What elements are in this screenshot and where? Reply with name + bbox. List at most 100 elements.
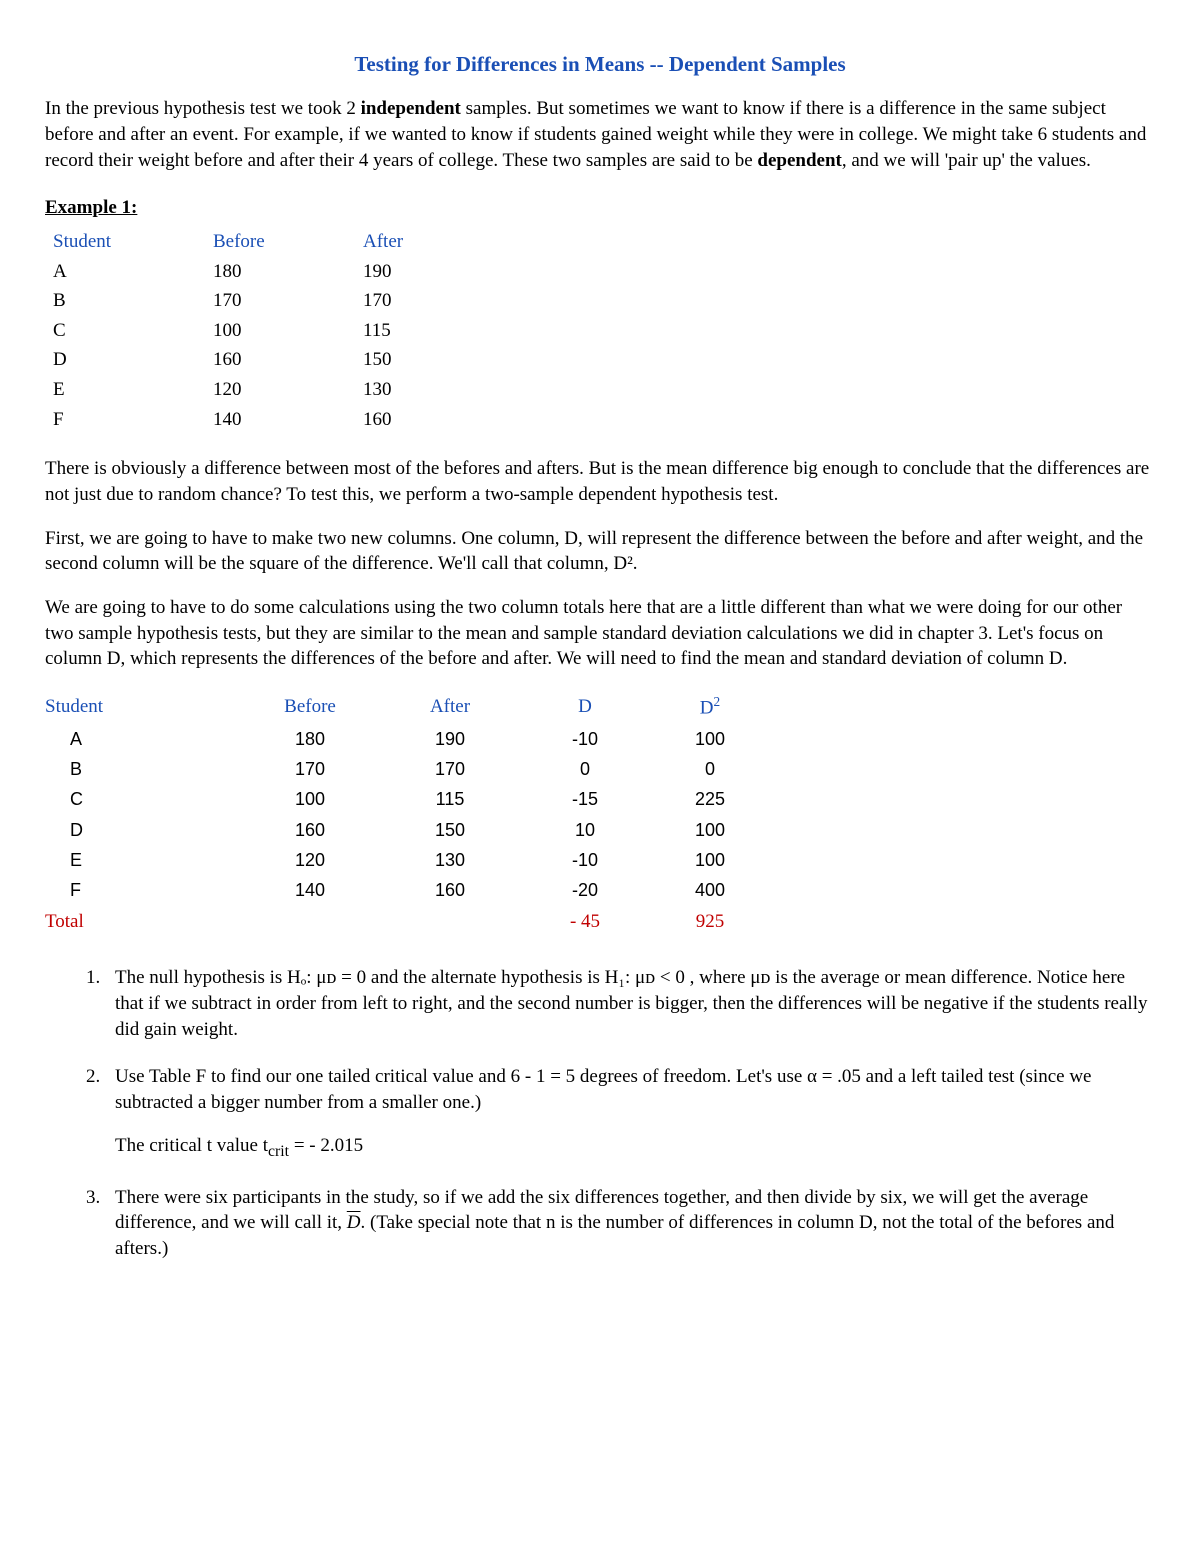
t1-cell: 170 [213,286,363,316]
step-2: Use Table F to find our one tailed criti… [105,1064,1155,1162]
t1-cell: 115 [363,316,483,346]
paragraph-2: There is obviously a difference between … [45,456,1155,507]
table-row: C100115-15225 [45,784,770,814]
paragraph-4: We are going to have to do some calculat… [45,595,1155,672]
t1-cell: 100 [213,316,363,346]
t2-cell: 190 [380,724,520,754]
step-2-sub-text: The critical t value t [115,1135,268,1156]
t2-cell: 160 [380,875,520,905]
t1-header-before: Before [213,227,363,257]
t2-total-label: Total [45,906,240,938]
t2-cell: 100 [650,845,770,875]
t1-cell: A [53,257,213,287]
t1-cell: 150 [363,345,483,375]
t2-total-d2: 925 [650,906,770,938]
t2-cell: 225 [650,784,770,814]
t1-cell: 120 [213,375,363,405]
t1-cell: D [53,345,213,375]
t2-cell: 0 [520,754,650,784]
t2-cell: -10 [520,724,650,754]
intro-text-1: In the previous hypothesis test we took … [45,98,361,119]
step-2-sub: The critical t value tcrit = - 2.015 [115,1133,1155,1162]
t1-cell: 160 [213,345,363,375]
t2-cell: -15 [520,784,650,814]
t1-cell: 180 [213,257,363,287]
t1-header-student: Student [53,227,213,257]
d2-sup: 2 [714,694,721,709]
t2-cell: B [45,754,240,784]
table-row: A180190-10100 [45,724,770,754]
example-label: Example 1 [45,197,131,218]
table-row: D160150 [53,345,483,375]
t2-total-d: - 45 [520,906,650,938]
table-total-row: Total - 45 925 [45,906,770,938]
t1-cell: B [53,286,213,316]
t2-header-after: After [380,690,520,724]
table-row: B17017000 [45,754,770,784]
t2-cell: A [45,724,240,754]
intro-bold-1: independent [361,98,461,119]
t1-cell: F [53,405,213,435]
t2-cell: 100 [240,784,380,814]
t2-cell: 400 [650,875,770,905]
t2-cell: 140 [240,875,380,905]
table-row: C100115 [53,316,483,346]
steps-list: The null hypothesis is Hₒ: μᴅ = 0 and th… [75,965,1155,1261]
table-row: E120130 [53,375,483,405]
t1-cell: 130 [363,375,483,405]
table-row: B170170 [53,286,483,316]
table-row: E120130-10100 [45,845,770,875]
step-3: There were six participants in the study… [105,1185,1155,1262]
t2-cell: 180 [240,724,380,754]
t2-cell: 100 [650,815,770,845]
t2-cell: 0 [650,754,770,784]
page-title: Testing for Differences in Means -- Depe… [45,50,1155,78]
t2-cell: D [45,815,240,845]
intro-paragraph: In the previous hypothesis test we took … [45,96,1155,173]
t1-cell: 170 [363,286,483,316]
d-bar-symbol: D [347,1212,361,1233]
t1-cell: 140 [213,405,363,435]
t2-cell: 170 [240,754,380,784]
table-row: F140160 [53,405,483,435]
t2-header-before: Before [240,690,380,724]
table-row: F140160-20400 [45,875,770,905]
intro-bold-2: dependent [757,150,841,171]
table-row: A180190 [53,257,483,287]
step-1: The null hypothesis is Hₒ: μᴅ = 0 and th… [105,965,1155,1042]
t2-cell: -10 [520,845,650,875]
step-1-text: The null hypothesis is Hₒ: μᴅ = 0 and th… [115,967,1148,1039]
t2-cell: 120 [240,845,380,875]
t2-cell: 100 [650,724,770,754]
table-row: D16015010100 [45,815,770,845]
t2-cell: 150 [380,815,520,845]
t2-cell: -20 [520,875,650,905]
example-header: Example 1: [45,195,1155,221]
step-2-text: Use Table F to find our one tailed criti… [115,1066,1091,1113]
t1-cell: E [53,375,213,405]
t2-header-d2: D2 [650,690,770,724]
t2-cell: 160 [240,815,380,845]
data-table-1: Student Before After A180190 B170170 C10… [53,227,483,434]
t2-cell: F [45,875,240,905]
t2-cell [240,906,380,938]
paragraph-3: First, we are going to have to make two … [45,526,1155,577]
step-2-crit-sub: crit [268,1143,289,1160]
t1-header-after: After [363,227,483,257]
t2-cell: C [45,784,240,814]
t2-cell: 115 [380,784,520,814]
t2-cell: E [45,845,240,875]
t1-cell: C [53,316,213,346]
step-2-val: = - 2.015 [289,1135,363,1156]
t1-cell: 160 [363,405,483,435]
t2-header-student: Student [45,690,240,724]
t2-cell: 10 [520,815,650,845]
t1-cell: 190 [363,257,483,287]
t2-cell: 130 [380,845,520,875]
d2-base: D [700,697,714,718]
t2-header-d: D [520,690,650,724]
t2-cell: 170 [380,754,520,784]
intro-text-3: , and we will 'pair up' the values. [842,150,1091,171]
data-table-2: Student Before After D D2 A180190-10100 … [45,690,770,937]
t2-cell [380,906,520,938]
